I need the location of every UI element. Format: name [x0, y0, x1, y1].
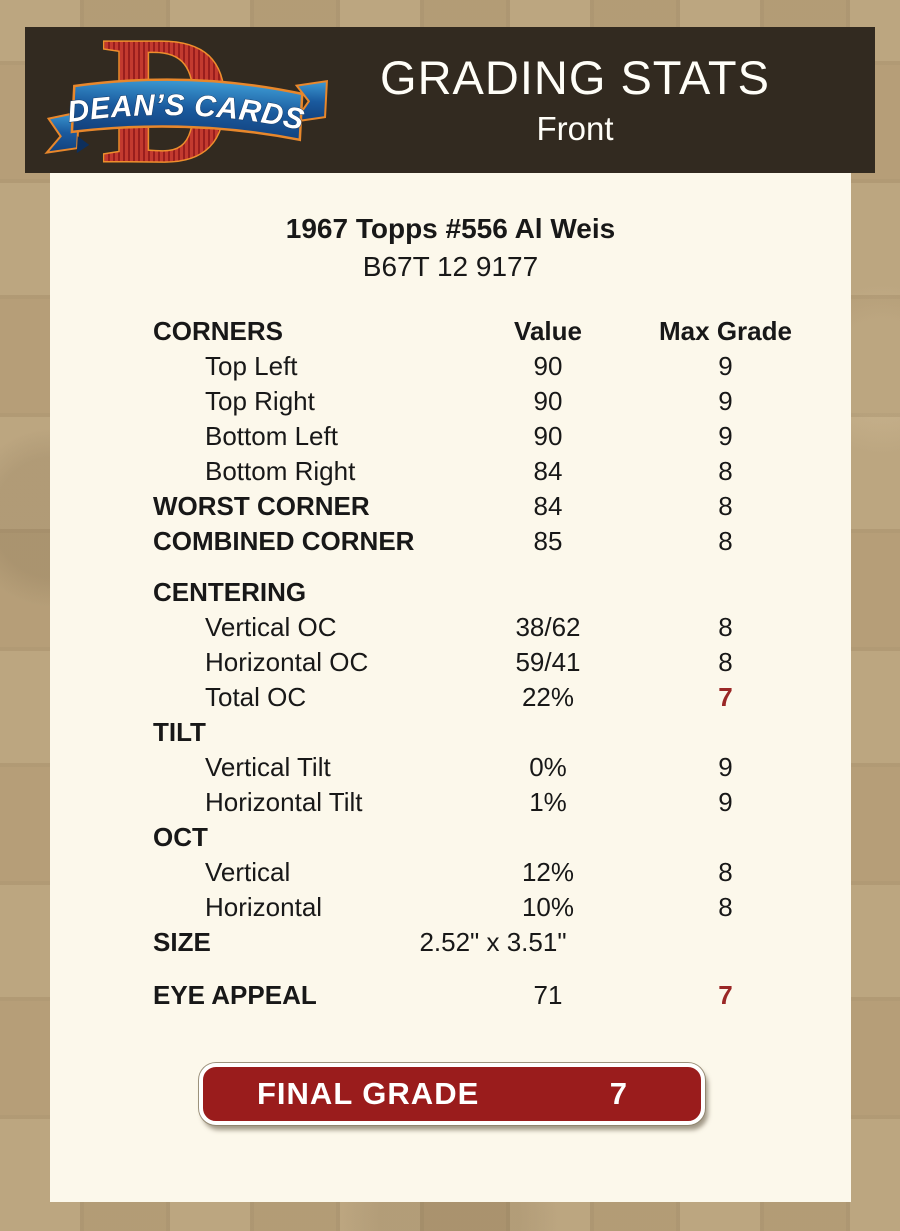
section-label: CENTERING — [153, 577, 307, 607]
row-value: 0% — [529, 752, 567, 782]
header-bar: D DEAN’S CARDS GRADING STATS Front — [25, 0, 875, 203]
row-vertical-tilt: Vertical Tilt 0% 9 — [153, 750, 851, 785]
row-value: 38/62 — [515, 612, 581, 642]
row-label: Horizontal Tilt — [205, 787, 363, 817]
row-value: 1% — [529, 787, 567, 817]
row-max-grade: 9 — [718, 787, 733, 817]
column-header-value: Value — [514, 316, 582, 346]
row-label: Bottom Left — [205, 421, 338, 451]
row-max-grade: 7 — [718, 682, 733, 712]
section-tilt: TILT — [153, 715, 851, 750]
row-top-right: Top Right 90 9 — [153, 384, 851, 419]
row-max-grade: 8 — [718, 456, 733, 486]
row-label: Top Right — [205, 386, 315, 416]
row-label: Vertical OC — [205, 612, 337, 642]
table-header-row: CORNERS Value Max Grade — [153, 314, 851, 349]
row-value: 85 — [533, 526, 563, 556]
row-max-grade: 8 — [718, 526, 733, 556]
row-eye-appeal: EYE APPEAL 71 7 — [153, 978, 851, 1013]
row-value: 22% — [521, 682, 575, 712]
row-value: 90 — [533, 386, 563, 416]
row-label: Bottom Right — [205, 456, 356, 486]
card-serial-number: B67T 12 9177 — [362, 251, 539, 282]
row-value: 59/41 — [515, 647, 581, 677]
row-combined-corner: COMBINED CORNER 85 8 — [153, 524, 851, 559]
row-horizontal-tilt: Horizontal Tilt 1% 9 — [153, 785, 851, 820]
row-label: Horizontal OC — [205, 647, 369, 677]
row-top-left: Top Left 90 9 — [153, 349, 851, 384]
row-horizontal-oc: Horizontal OC 59/41 8 — [153, 645, 851, 680]
final-grade-value: 7 — [609, 1076, 627, 1111]
row-max-grade: 8 — [718, 857, 733, 887]
row-size: SIZE 2.52" x 3.51" — [153, 925, 851, 960]
section-centering: CENTERING — [153, 575, 851, 610]
deans-cards-logo: D DEAN’S CARDS — [43, 0, 335, 203]
row-max-grade: 8 — [718, 892, 733, 922]
row-bottom-right: Bottom Right 84 8 — [153, 454, 851, 489]
row-value: 90 — [533, 421, 563, 451]
row-label: EYE APPEAL — [153, 980, 317, 1010]
header-text-block: GRADING STATS Front — [330, 27, 820, 173]
row-value: 90 — [533, 351, 563, 381]
row-value: 2.52" x 3.51" — [419, 927, 567, 957]
row-oct-vertical: Vertical 12% 8 — [153, 855, 851, 890]
page-subtitle: Front — [536, 110, 614, 148]
row-total-oc: Total OC 22% 7 — [153, 680, 851, 715]
row-value: 71 — [533, 980, 563, 1010]
row-value: 84 — [533, 456, 563, 486]
row-max-grade: 8 — [718, 612, 733, 642]
row-label: Horizontal — [205, 892, 323, 922]
page-title: GRADING STATS — [380, 50, 770, 104]
row-value: 10% — [521, 892, 575, 922]
section-oct: OCT — [153, 820, 851, 855]
column-header-max-grade: Max Grade — [659, 316, 792, 346]
final-grade-label: FINAL GRADE — [257, 1076, 480, 1111]
section-corners: CORNERS — [153, 316, 284, 346]
row-label: WORST CORNER — [153, 491, 370, 521]
section-label: OCT — [153, 822, 208, 852]
row-label: Vertical — [205, 857, 291, 887]
row-max-grade: 8 — [718, 647, 733, 677]
row-max-grade: 7 — [718, 980, 733, 1010]
row-max-grade: 9 — [718, 421, 733, 451]
row-max-grade: 9 — [718, 752, 733, 782]
row-bottom-left: Bottom Left 90 9 — [153, 419, 851, 454]
deans-cards-logo-icon: D DEAN’S CARDS — [44, 0, 328, 203]
section-label: TILT — [153, 717, 206, 747]
row-oct-horizontal: Horizontal 10% 8 — [153, 890, 851, 925]
grading-stats-table: CORNERS Value Max Grade Top Left 90 9 To… — [50, 314, 851, 1013]
row-label: Top Left — [205, 351, 298, 381]
row-max-grade: 9 — [718, 351, 733, 381]
row-label: Total OC — [205, 682, 307, 712]
grading-panel: 1967 Topps #556 Al Weis B67T 12 9177 COR… — [50, 173, 851, 1202]
row-label: Vertical Tilt — [205, 752, 331, 782]
row-worst-corner: WORST CORNER 84 8 — [153, 489, 851, 524]
row-label: SIZE — [153, 927, 211, 957]
row-value: 84 — [533, 491, 563, 521]
card-title: 1967 Topps #556 Al Weis — [285, 213, 616, 244]
row-max-grade: 9 — [718, 386, 733, 416]
row-value: 12% — [521, 857, 575, 887]
row-max-grade: 8 — [718, 491, 733, 521]
final-grade-button[interactable]: FINAL GRADE 7 — [199, 1063, 705, 1125]
row-label: COMBINED CORNER — [153, 526, 415, 556]
row-vertical-oc: Vertical OC 38/62 8 — [153, 610, 851, 645]
